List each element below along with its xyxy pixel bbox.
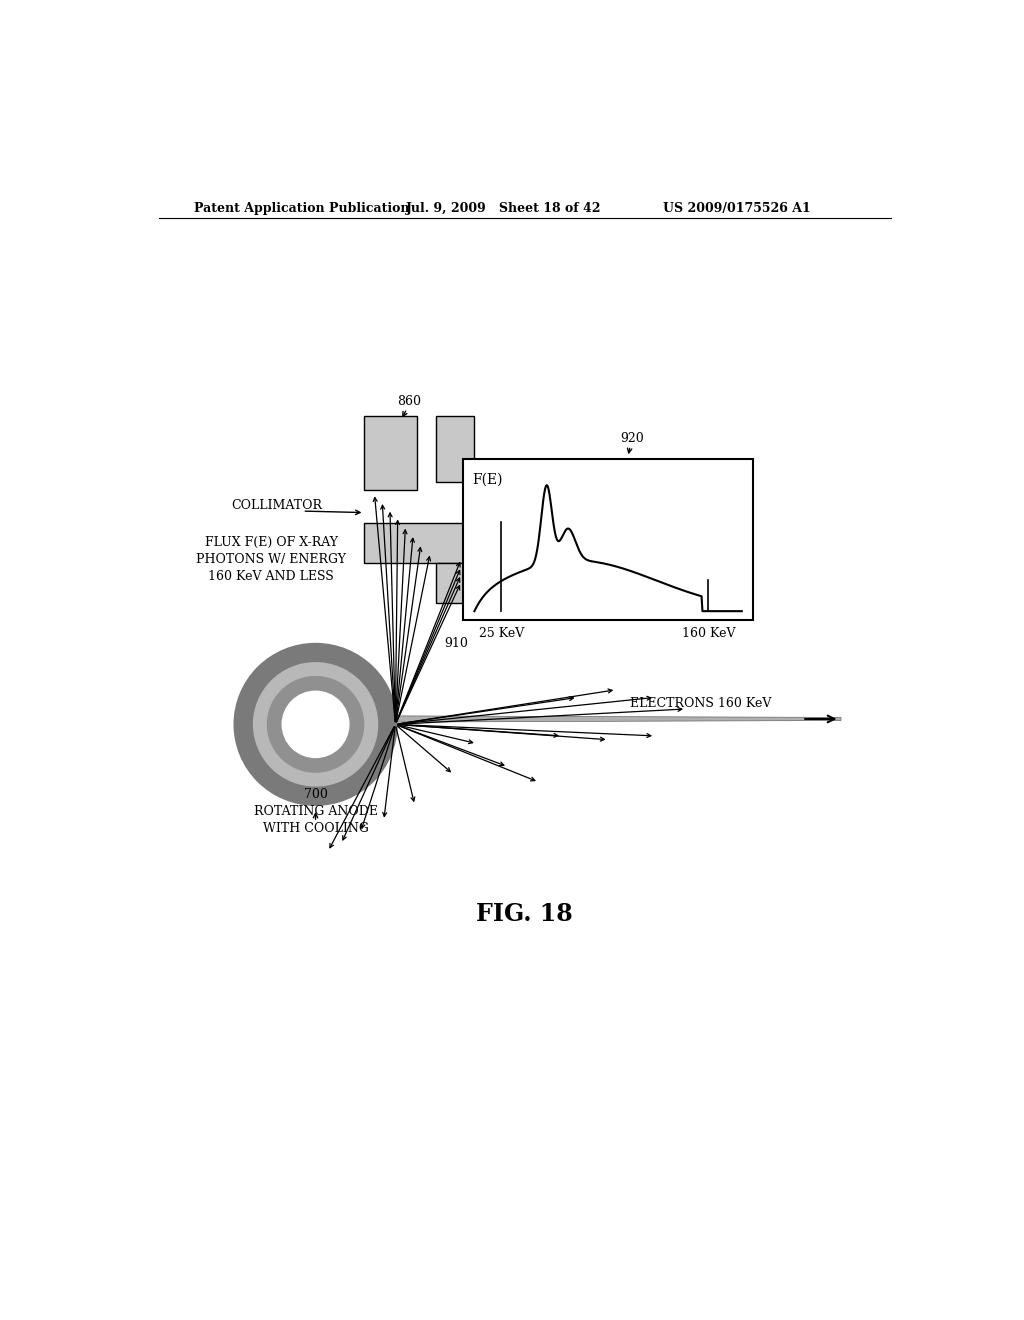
Text: COLLIMATOR: COLLIMATOR <box>231 499 323 512</box>
Text: 160 KeV: 160 KeV <box>682 627 735 640</box>
Bar <box>463 459 754 620</box>
Circle shape <box>254 663 378 785</box>
Text: ELECTRONS 160 KeV: ELECTRONS 160 KeV <box>630 697 771 710</box>
Bar <box>436 416 474 482</box>
Polygon shape <box>395 715 841 722</box>
Bar <box>365 416 417 490</box>
Text: 910: 910 <box>444 638 468 651</box>
Text: FIG. 18: FIG. 18 <box>476 902 573 925</box>
Text: 850: 850 <box>477 462 501 475</box>
Text: FLUX F(E) OF X-RAY
PHOTONS W/ ENERGY
160 KeV AND LESS: FLUX F(E) OF X-RAY PHOTONS W/ ENERGY 160… <box>197 536 346 583</box>
Text: US 2009/0175526 A1: US 2009/0175526 A1 <box>663 202 811 215</box>
Bar <box>365 523 531 562</box>
Bar <box>365 523 531 562</box>
Text: 700
ROTATING ANODE
WITH COOLING: 700 ROTATING ANODE WITH COOLING <box>254 788 378 836</box>
Text: 920: 920 <box>620 432 644 445</box>
Text: Patent Application Publication: Patent Application Publication <box>194 202 410 215</box>
Bar <box>436 562 566 603</box>
Bar <box>436 416 474 482</box>
Bar <box>436 562 566 603</box>
Text: 25 KeV: 25 KeV <box>478 627 524 640</box>
Circle shape <box>267 677 364 772</box>
Circle shape <box>234 644 397 805</box>
Circle shape <box>283 692 349 758</box>
Text: F(E): F(E) <box>472 473 503 487</box>
Text: 860: 860 <box>397 395 421 408</box>
Bar <box>365 416 417 490</box>
Text: Jul. 9, 2009   Sheet 18 of 42: Jul. 9, 2009 Sheet 18 of 42 <box>406 202 601 215</box>
